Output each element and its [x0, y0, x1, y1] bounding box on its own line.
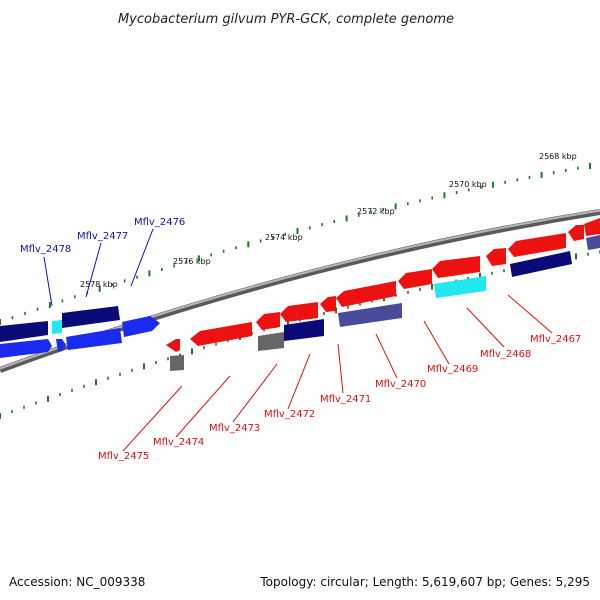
leader-line-mflv-2475	[122, 385, 183, 452]
gene-feature-mflv-2474[interactable]	[190, 322, 252, 346]
label-leader-lines	[43, 228, 553, 452]
gene-feature[interactable]	[510, 251, 572, 277]
gene-label-mflv-2470[interactable]: Mflv_2470	[375, 379, 426, 390]
gene-feature[interactable]	[568, 225, 584, 241]
genome-summary-text: Topology: circular; Length: 5,619,607 bp…	[259, 575, 590, 589]
leader-line-mflv-2468	[466, 307, 505, 348]
gene-label-mflv-2475[interactable]: Mflv_2475	[98, 451, 149, 462]
gene-feature-mflv-2470[interactable]	[398, 269, 432, 289]
gene-feature[interactable]	[66, 328, 122, 350]
gene-label-mflv-2468[interactable]: Mflv_2468	[480, 349, 531, 360]
gene-feature-mflv-2472[interactable]	[280, 302, 318, 322]
gene-feature-mflv-2475[interactable]	[166, 339, 180, 352]
leader-line-mflv-2467	[507, 294, 553, 334]
outer-scale-ticks	[0, 163, 591, 325]
gene-feature[interactable]	[258, 332, 284, 351]
leader-line-mflv-2477	[85, 242, 102, 298]
scale-label-2576: 2576 kbp	[173, 257, 211, 266]
leader-line-mflv-2474	[175, 375, 231, 438]
gene-feature-mflv-2476[interactable]	[122, 316, 160, 337]
gene-feature[interactable]	[434, 276, 486, 298]
gene-feature[interactable]	[284, 319, 324, 341]
gene-labels: Mflv_2478 Mflv_2477 Mflv_2476 Mflv_2475 …	[20, 217, 581, 462]
gene-feature[interactable]	[586, 235, 600, 250]
gene-feature[interactable]	[320, 296, 336, 312]
leader-line-mflv-2470	[375, 333, 398, 379]
gene-feature-mflv-2468[interactable]	[486, 248, 506, 266]
leader-line-mflv-2478	[43, 256, 53, 307]
gene-feature-mflv-2467[interactable]	[508, 233, 566, 257]
scale-label-2568: 2568 kbp	[539, 152, 577, 161]
accession-text: Accession: NC_009338	[9, 575, 145, 589]
gene-label-mflv-2472[interactable]: Mflv_2472	[264, 409, 315, 420]
gene-label-mflv-2473[interactable]: Mflv_2473	[209, 423, 260, 434]
gene-label-mflv-2477[interactable]: Mflv_2477	[77, 231, 128, 242]
gene-feature[interactable]	[584, 218, 600, 236]
scale-label-2570: 2570 kbp	[449, 180, 487, 189]
leader-line-mflv-2469	[423, 320, 450, 365]
gene-label-mflv-2471[interactable]: Mflv_2471	[320, 394, 371, 405]
scale-label-2578: 2578 kbp	[80, 280, 118, 289]
gene-feature[interactable]	[0, 321, 48, 342]
gene-label-mflv-2469[interactable]: Mflv_2469	[427, 364, 478, 375]
leader-line-mflv-2473	[232, 363, 278, 423]
leader-line-mflv-2476	[130, 228, 154, 287]
leader-line-mflv-2471	[337, 343, 344, 394]
gene-feature[interactable]	[0, 339, 52, 358]
gene-label-mflv-2476[interactable]: Mflv_2476	[134, 217, 185, 228]
forward-strand-genes	[0, 235, 600, 358]
gene-feature[interactable]	[56, 339, 66, 352]
gene-label-mflv-2474[interactable]: Mflv_2474	[153, 437, 204, 448]
gene-feature-mflv-2473[interactable]	[256, 312, 280, 330]
gene-feature[interactable]	[170, 355, 184, 371]
gene-feature[interactable]	[338, 303, 402, 327]
gene-feature-mflv-2478[interactable]	[52, 320, 62, 334]
scale-label-2572: 2572 kbp	[357, 207, 395, 216]
scale-label-2574: 2574 kbp	[265, 233, 303, 242]
gene-label-mflv-2478[interactable]: Mflv_2478	[20, 244, 71, 255]
reverse-strand-genes	[166, 218, 600, 371]
leader-line-mflv-2472	[287, 353, 311, 410]
gene-feature-mflv-2469[interactable]	[432, 256, 480, 278]
gene-label-mflv-2467[interactable]: Mflv_2467	[530, 334, 581, 345]
gene-feature-mflv-2477[interactable]	[62, 306, 120, 328]
scale-labels: 2568 kbp 2570 kbp 2572 kbp 2574 kbp 2576…	[80, 152, 577, 289]
gene-feature-mflv-2471[interactable]	[336, 281, 396, 307]
map-title: Mycobacterium gilvum PYR-GCK, complete g…	[118, 12, 454, 27]
